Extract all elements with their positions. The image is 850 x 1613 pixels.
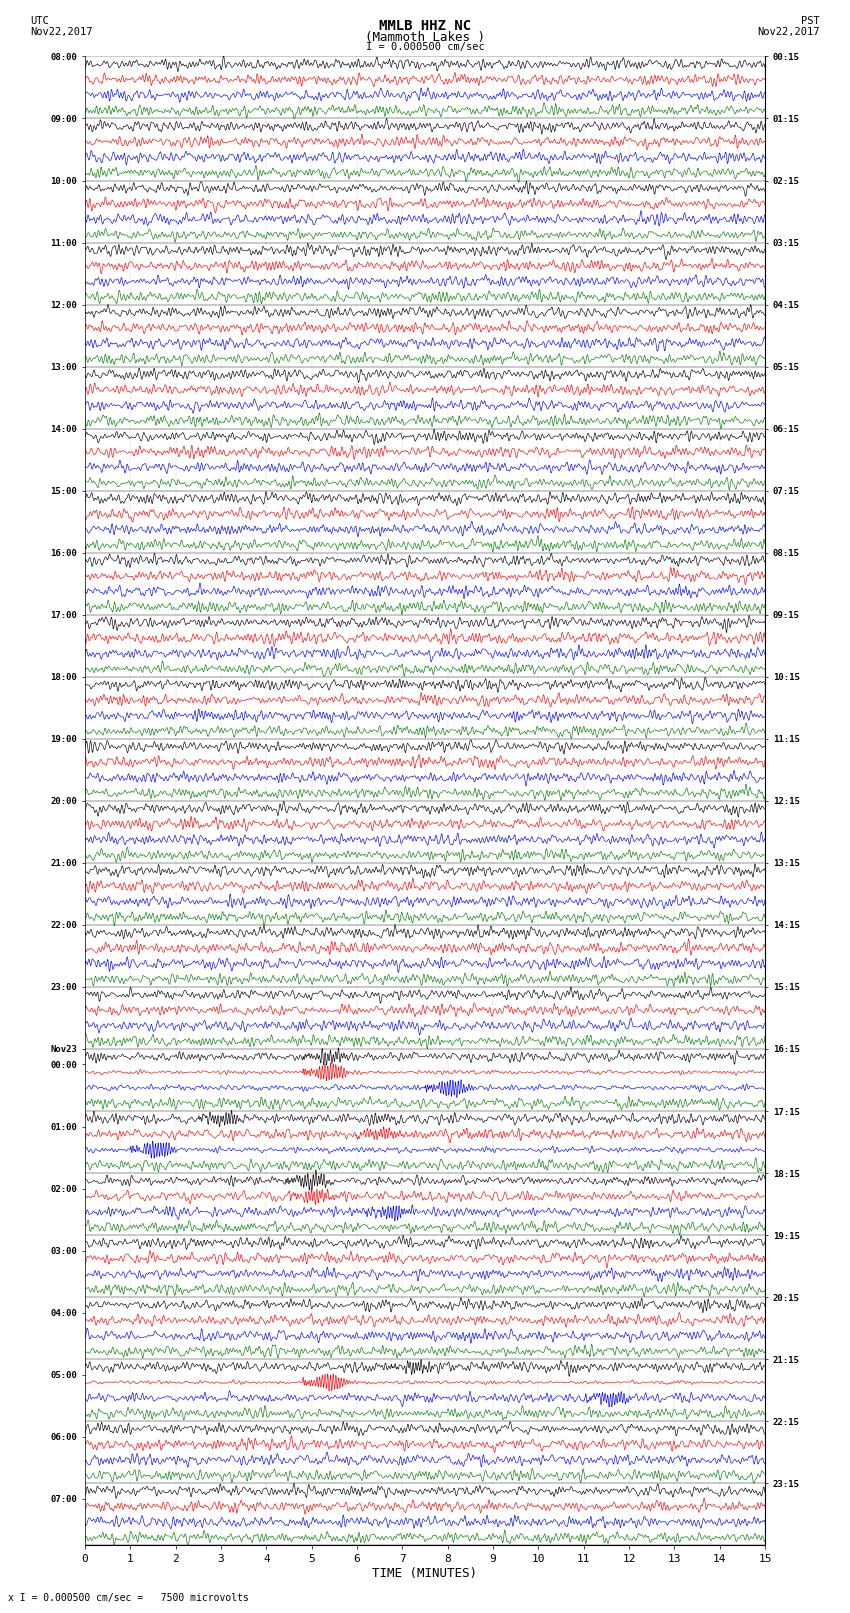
- Text: Nov22,2017: Nov22,2017: [30, 27, 93, 37]
- Text: PST: PST: [802, 16, 820, 26]
- Text: MMLB HHZ NC: MMLB HHZ NC: [379, 19, 471, 34]
- Text: I = 0.000500 cm/sec: I = 0.000500 cm/sec: [366, 42, 484, 52]
- Text: UTC: UTC: [30, 16, 48, 26]
- Text: (Mammoth Lakes ): (Mammoth Lakes ): [365, 31, 485, 44]
- Text: Nov22,2017: Nov22,2017: [757, 27, 820, 37]
- X-axis label: TIME (MINUTES): TIME (MINUTES): [372, 1568, 478, 1581]
- Text: x I = 0.000500 cm/sec =   7500 microvolts: x I = 0.000500 cm/sec = 7500 microvolts: [8, 1594, 249, 1603]
